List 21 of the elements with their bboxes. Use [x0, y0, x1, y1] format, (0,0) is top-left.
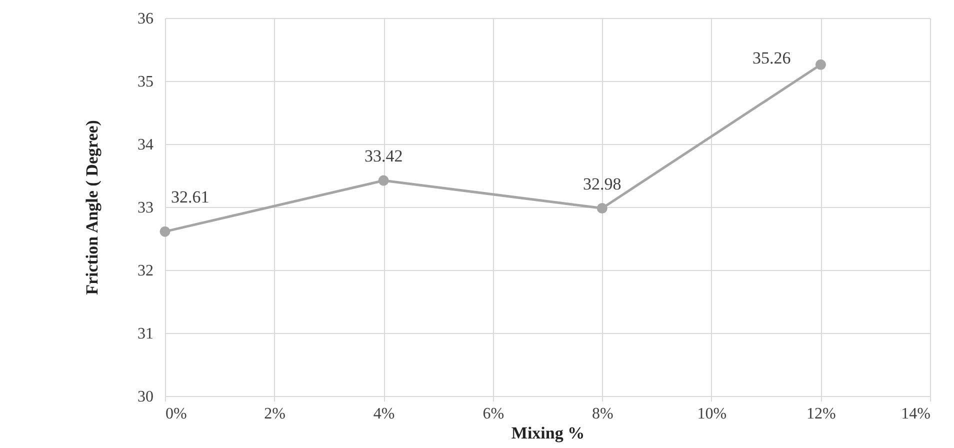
data-label: 35.26	[752, 48, 791, 68]
y-tick-label: 33	[138, 200, 154, 216]
x-axis-title: Mixing %	[511, 424, 585, 442]
y-tick-label: 34	[138, 136, 154, 154]
x-tick-label: 0%	[166, 406, 187, 422]
data-label: 33.42	[364, 146, 403, 166]
y-tick-label: 36	[138, 10, 154, 28]
data-label: 32.61	[171, 188, 210, 207]
data-label: 32.98	[583, 174, 622, 194]
y-tick-label: 35	[138, 74, 154, 90]
y-tick-label: 32	[138, 262, 154, 280]
y-tick-label: 30	[138, 388, 154, 406]
x-tick-label: 2%	[264, 406, 286, 422]
x-tick-label: 14%	[901, 406, 930, 422]
y-tick-label: 31	[138, 326, 154, 342]
y-axis-title: Friction Angle ( Degree)	[82, 120, 102, 295]
x-tick-label: 6%	[482, 406, 504, 422]
x-tick-label: 12%	[806, 406, 836, 422]
x-tick-label: 4%	[373, 406, 395, 422]
x-tick-label: 8%	[592, 406, 614, 422]
x-tick-label: 10%	[697, 406, 727, 422]
